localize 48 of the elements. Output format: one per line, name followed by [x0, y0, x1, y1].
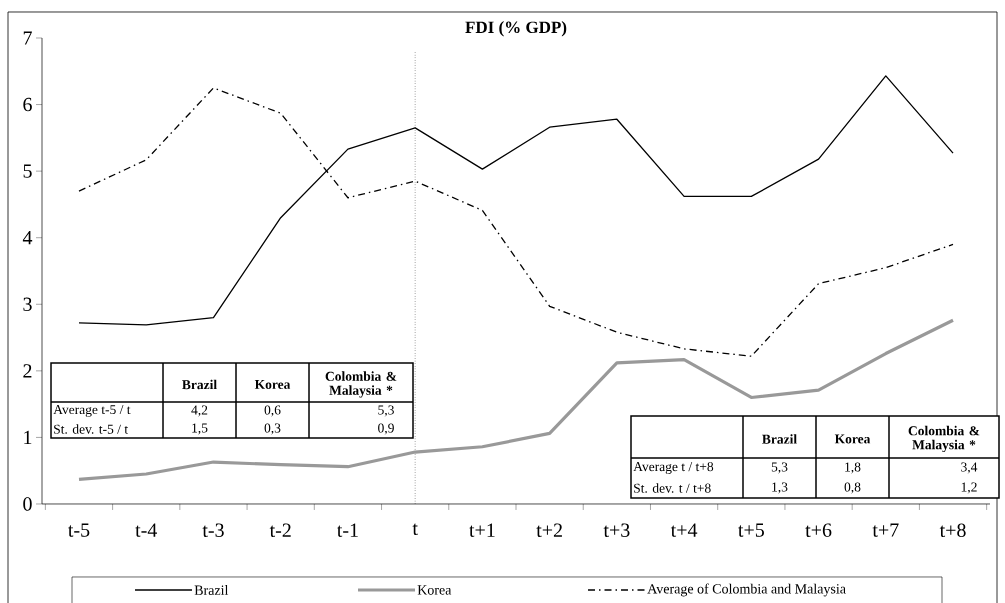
y-tick-label: 7: [23, 31, 32, 45]
annotation: 1,3: [772, 482, 788, 494]
annotation: 0,3: [264, 423, 281, 435]
y-tick-label: 1: [24, 430, 32, 445]
x-tick-label: t+1: [469, 523, 495, 537]
legend-label: Average of Colombia and Malaysia: [647, 583, 846, 597]
annotation: 5,3: [771, 462, 788, 474]
x-tick-label: t-2: [269, 523, 291, 537]
x-tick-label: t-3: [202, 523, 224, 537]
annotation: 5,3: [378, 405, 394, 417]
y-tick-label: 3: [23, 297, 32, 311]
annotation: Korea: [254, 380, 291, 389]
annotation: 0,8: [844, 482, 861, 494]
x-tick-label: t+8: [939, 523, 966, 538]
annotation: St. dev. t-5 / t: [54, 424, 128, 434]
annotation: Brazil: [182, 379, 217, 390]
y-tick-label: 6: [23, 97, 32, 112]
legend-label: Brazil: [194, 585, 229, 595]
x-tick-label: t+6: [805, 523, 832, 537]
x-tick-label: t: [412, 523, 418, 535]
annotation: 1,5: [192, 423, 208, 435]
x-tick-label: t+5: [738, 523, 764, 537]
x-tick-label: t+2: [536, 523, 562, 537]
x-tick-label: t-1: [337, 523, 358, 537]
y-tick-label: 4: [22, 231, 33, 245]
annotation: 1,8: [845, 462, 861, 474]
legend-label: Korea: [417, 585, 452, 595]
annotation: 0,9: [378, 423, 394, 435]
y-tick-label: 5: [23, 164, 32, 178]
annotation: Average t-5 / t: [53, 405, 131, 417]
x-tick-label: t+7: [872, 523, 899, 537]
x-tick-label: t-5: [68, 523, 90, 537]
annotation: 3,4: [961, 462, 978, 474]
y-tick-label: 0: [23, 497, 32, 511]
annotation: 1,2: [961, 482, 977, 494]
annotation: 0,6: [264, 405, 281, 417]
x-tick-label: t+4: [670, 523, 698, 537]
annotation: Korea: [834, 434, 871, 444]
y-tick-label: 2: [23, 364, 32, 378]
annotation: 4,2: [191, 405, 208, 417]
x-tick-label: t-4: [135, 523, 158, 537]
chart-title: FDI (% GDP): [465, 21, 567, 37]
annotation: Average t / t+8: [633, 462, 714, 474]
annotation: Colombia & Malaysia *: [325, 371, 397, 398]
annotation: Colombia & Malaysia *: [908, 425, 980, 453]
annotation: Brazil: [762, 434, 797, 444]
annotation: St. dev. t / t+8: [634, 483, 711, 493]
x-tick-label: t+3: [603, 523, 630, 537]
